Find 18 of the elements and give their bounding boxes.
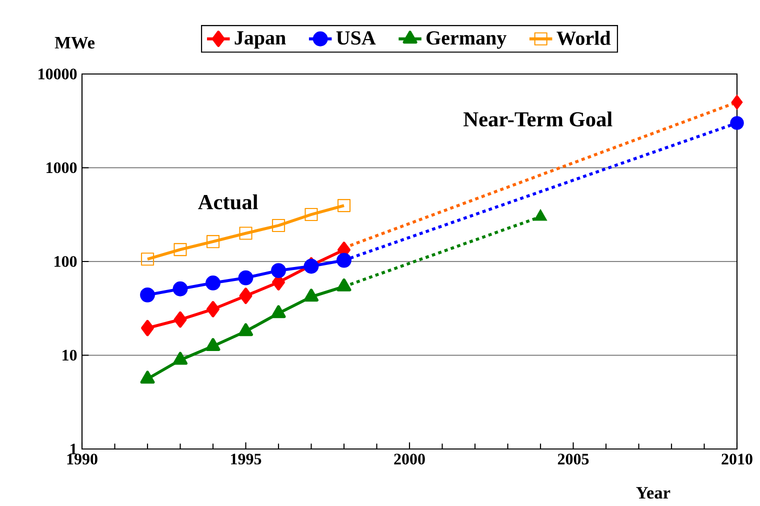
legend-label: Germany — [426, 31, 506, 49]
y-tick-label: 1 — [70, 444, 76, 454]
annotation: Near-Term Goal — [464, 111, 612, 126]
y-tick-label: 100 — [54, 256, 77, 267]
x-tick-label: 1990 — [67, 454, 98, 464]
x-tick-label: 2010 — [722, 454, 752, 464]
x-tick-label: 1995 — [231, 454, 262, 464]
y-axis-title: MWe — [54, 37, 95, 49]
y-tick-label: 1000 — [46, 162, 77, 174]
y-tick-label: 10000 — [38, 68, 77, 80]
x-tick-label: 2000 — [394, 454, 425, 464]
legend-label: Japan — [234, 31, 286, 49]
legend-label: World — [556, 30, 611, 46]
x-axis-title: Year — [636, 487, 670, 499]
y-tick-label: 10 — [62, 350, 77, 361]
x-tick-label: 2005 — [558, 454, 589, 464]
annotation: Actual — [198, 194, 258, 210]
legend-label: USA — [336, 31, 376, 45]
